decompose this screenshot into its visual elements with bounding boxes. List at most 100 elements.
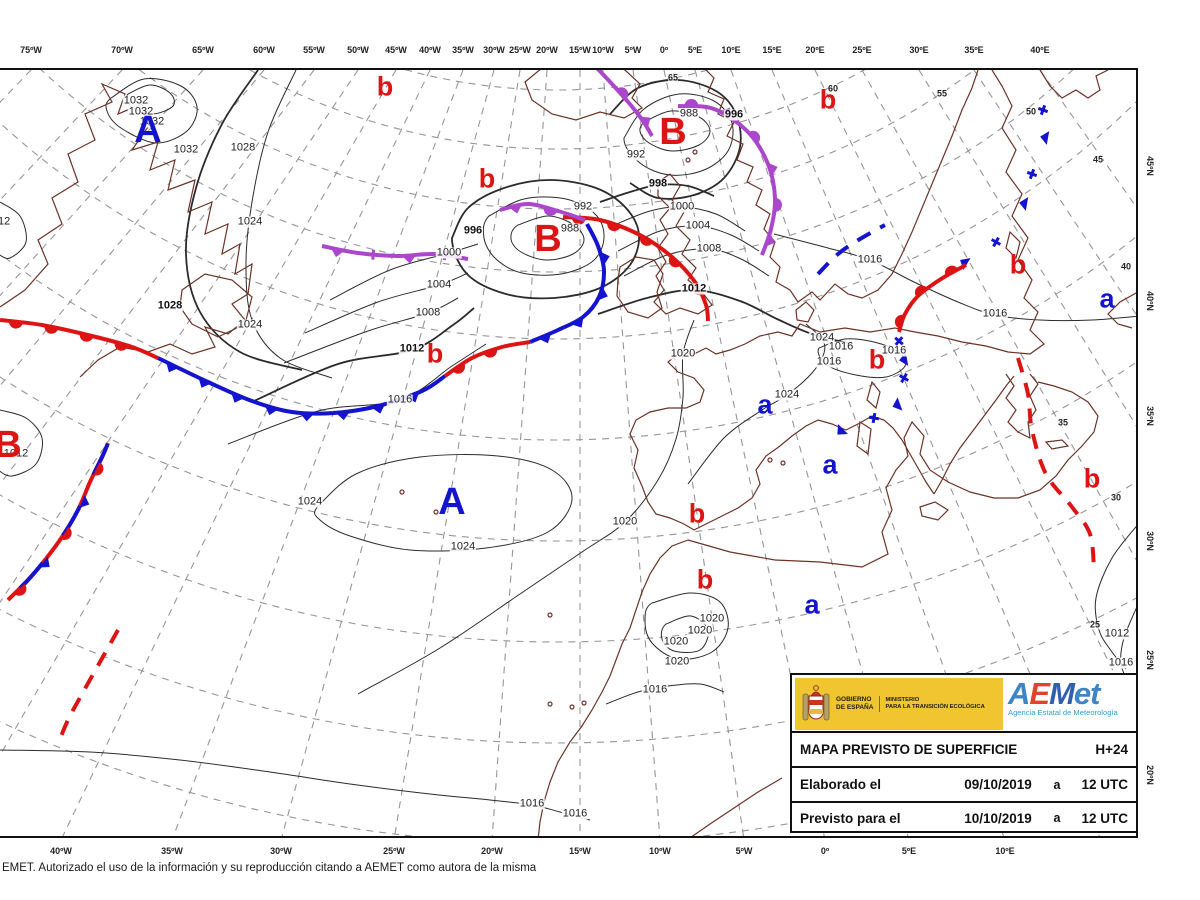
semi-front-marker <box>640 235 654 246</box>
isobar-value-label: 1012 <box>0 216 12 228</box>
coastline-path <box>537 539 689 836</box>
cross-front-marker <box>868 412 880 424</box>
coastline-path <box>1005 230 1021 260</box>
tri-front-marker <box>231 392 245 403</box>
semi-front-marker <box>44 325 59 334</box>
isobar-value-label: 1024 <box>449 540 477 553</box>
coastline-path <box>629 70 1045 531</box>
coastline-path <box>856 420 872 456</box>
island-dot <box>569 704 575 710</box>
coastline-path <box>616 256 664 319</box>
isobar-value-label: 1000 <box>435 246 463 259</box>
low-pressure-center: b <box>868 344 886 375</box>
isobar-value-label: 1004 <box>425 278 453 291</box>
longitude-label-bottom: 10ºW <box>649 846 671 856</box>
low-pressure-center: b <box>1009 249 1027 280</box>
isobar-value-label: 992 <box>625 148 647 161</box>
aemet-logo-letter: A <box>1008 676 1030 711</box>
low-pressure-center: b <box>688 498 706 529</box>
tri-front-marker <box>1019 197 1029 211</box>
tri-front-marker <box>600 251 610 266</box>
tri-front-marker <box>892 397 903 411</box>
semi-front-marker <box>114 341 129 351</box>
coastline-path <box>1044 439 1070 450</box>
longitude-label-top: 15ºW <box>569 45 591 55</box>
aemet-logo-letter: e <box>1073 676 1091 711</box>
cross-front-marker <box>894 336 904 346</box>
longitude-label-top: 5ºW <box>624 45 642 55</box>
trough-red-line <box>1016 357 1096 571</box>
longitude-label-top: 35ºW <box>452 45 474 55</box>
isobar-value-label: 988 <box>559 222 581 235</box>
stationary-front-overlay <box>6 442 110 602</box>
isobar-line <box>0 201 27 259</box>
longitude-label-top: 0º <box>659 45 669 55</box>
isobar-value-label: 1032 <box>122 94 150 107</box>
coastline-path <box>795 301 815 323</box>
isobar-line <box>314 454 573 552</box>
aemet-logo-letter: M <box>1049 676 1075 711</box>
latitude-label-right: 45ºN <box>1145 156 1155 176</box>
legend-title-row: MAPA PREVISTO DE SUPERFICIE H+24 <box>792 731 1136 766</box>
isobar-value-label: 1020 <box>663 655 691 668</box>
longitude-label-top: 25ºW <box>509 45 531 55</box>
isobar-value-label: 1020 <box>698 612 726 625</box>
longitude-label-top: 5ºE <box>687 45 703 55</box>
longitude-label-top: 25ºE <box>852 45 872 55</box>
longitude-label-bottom: 20ºW <box>481 846 503 856</box>
isobar-value-label: 1024 <box>236 215 264 228</box>
longitude-label-top: 65ºW <box>192 45 214 55</box>
isobar-value-label: 1032 <box>127 105 155 118</box>
legend-forecast-row: Previsto para el 10/10/2019 a 12 UTC <box>792 801 1136 833</box>
aemet-logo-word: AEMet <box>1008 677 1136 711</box>
forecast-label: Previsto para el <box>800 810 901 826</box>
semi-front-marker <box>894 314 904 329</box>
graticule-latitude-label: 40 <box>1120 261 1132 272</box>
gobierno-de-espana-label: GOBIERNO DE ESPAÑA <box>836 696 881 712</box>
isobar-value-label: 1016 <box>561 807 589 820</box>
longitude-label-top: 55ºW <box>303 45 325 55</box>
isobar-value-label: 1012 <box>680 282 708 295</box>
coastline-path <box>919 501 949 521</box>
cross-front-marker <box>990 236 1002 248</box>
isobar-value-label: 1024 <box>808 331 836 344</box>
trough-red-line <box>56 629 120 745</box>
isobar-value-label: 1016 <box>856 253 884 266</box>
high-pressure-center: a <box>822 449 838 480</box>
high-pressure-center: A <box>438 481 466 523</box>
tri-front-marker <box>598 287 608 301</box>
tri-front-marker <box>837 424 848 435</box>
longitude-label-top: 30ºE <box>909 45 929 55</box>
island-dot <box>547 701 553 707</box>
low-pressure-center: B <box>0 426 22 464</box>
semi-front-marker <box>914 285 928 298</box>
elaborated-label: Elaborado el <box>800 777 882 792</box>
forecast-horizon: H+24 <box>1095 742 1128 757</box>
high-pressure-center: a <box>804 589 820 620</box>
tri-front-marker <box>264 405 279 416</box>
isobar-value-label: 1032 <box>172 143 200 156</box>
longitude-label-top: 20ºW <box>536 45 558 55</box>
semi-front-marker <box>452 362 466 374</box>
longitude-label-bottom: 0º <box>820 846 830 856</box>
longitude-label-bottom: 5ºE <box>901 846 917 856</box>
tri-front-marker <box>166 361 179 373</box>
isobar-line <box>329 243 479 301</box>
graticule-latitude-label: 65 <box>667 72 679 83</box>
isobar-line <box>609 79 742 200</box>
isobar-line <box>510 215 585 261</box>
isobar-value-label: 1020 <box>669 347 697 360</box>
isobar-value-label: 1028 <box>229 141 257 154</box>
tri-front-marker <box>330 247 345 258</box>
longitude-label-top: 45ºW <box>385 45 407 55</box>
copyright-note: EMET. Autorizado el uso de la informació… <box>2 862 537 874</box>
forecast-time: 12 UTC <box>1081 810 1128 826</box>
tri-front-marker <box>767 162 778 177</box>
semi-front-marker <box>483 348 498 358</box>
isobar-value-label: 1024 <box>296 495 324 508</box>
isobar-line <box>1094 526 1136 670</box>
semi-front-marker <box>79 333 94 342</box>
cross-front-marker <box>368 249 379 260</box>
longitude-label-top: 60ºW <box>253 45 275 55</box>
